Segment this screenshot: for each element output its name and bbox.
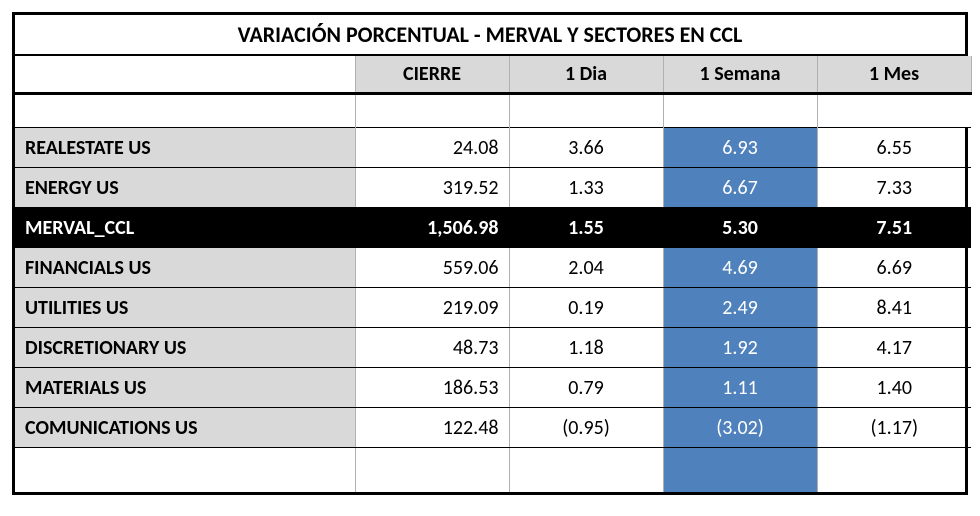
row-label: FINANCIALS US <box>15 248 355 288</box>
table-row: COMUNICATIONS US122.48(0.95)(3.02)(1.17) <box>15 408 971 448</box>
trailing-cell <box>509 448 663 492</box>
trailing-cell <box>663 448 817 492</box>
cell-1semana: (3.02) <box>663 408 817 448</box>
cell-1semana: 5.30 <box>663 208 817 248</box>
cell-cierre: 219.09 <box>355 288 509 328</box>
row-label: MATERIALS US <box>15 368 355 408</box>
header-1mes: 1 Mes <box>817 56 971 94</box>
cell-1dia: (0.95) <box>509 408 663 448</box>
cell-1dia: 2.04 <box>509 248 663 288</box>
header-empty <box>15 56 355 94</box>
table-row: FINANCIALS US559.062.044.696.69 <box>15 248 971 288</box>
spacer-row <box>15 94 971 128</box>
cell-1dia: 1.55 <box>509 208 663 248</box>
row-label: MERVAL_CCL <box>15 208 355 248</box>
cell-1mes: 1.40 <box>817 368 971 408</box>
merval-sectors-table: VARIACIÓN PORCENTUAL - MERVAL Y SECTORES… <box>12 12 968 495</box>
trailing-cell <box>355 448 509 492</box>
trailing-cell <box>15 448 355 492</box>
header-cierre: CIERRE <box>355 56 509 94</box>
cell-1mes: (1.17) <box>817 408 971 448</box>
table-row: UTILITIES US219.090.192.498.41 <box>15 288 971 328</box>
cell-1mes: 7.33 <box>817 168 971 208</box>
table-row: DISCRETIONARY US48.731.181.924.17 <box>15 328 971 368</box>
cell-1mes: 7.51 <box>817 208 971 248</box>
cell-cierre: 559.06 <box>355 248 509 288</box>
header-1dia: 1 Dia <box>509 56 663 94</box>
row-label: UTILITIES US <box>15 288 355 328</box>
cell-1dia: 1.33 <box>509 168 663 208</box>
cell-cierre: 319.52 <box>355 168 509 208</box>
cell-cierre: 48.73 <box>355 328 509 368</box>
cell-1dia: 0.19 <box>509 288 663 328</box>
cell-1dia: 3.66 <box>509 128 663 168</box>
cell-1semana: 2.49 <box>663 288 817 328</box>
row-label: REALESTATE US <box>15 128 355 168</box>
trailing-row <box>15 448 971 492</box>
cell-1mes: 4.17 <box>817 328 971 368</box>
cell-1semana: 6.67 <box>663 168 817 208</box>
cell-1semana: 1.92 <box>663 328 817 368</box>
table-row: ENERGY US319.521.336.677.33 <box>15 168 971 208</box>
cell-cierre: 122.48 <box>355 408 509 448</box>
cell-1mes: 6.69 <box>817 248 971 288</box>
row-label: ENERGY US <box>15 168 355 208</box>
table-title: VARIACIÓN PORCENTUAL - MERVAL Y SECTORES… <box>15 15 965 56</box>
header-row: CIERRE 1 Dia 1 Semana 1 Mes <box>15 56 971 94</box>
cell-1semana: 1.11 <box>663 368 817 408</box>
cell-1dia: 1.18 <box>509 328 663 368</box>
cell-1dia: 0.79 <box>509 368 663 408</box>
cell-1semana: 6.93 <box>663 128 817 168</box>
table-row: REALESTATE US24.083.666.936.55 <box>15 128 971 168</box>
table-row: MATERIALS US186.530.791.111.40 <box>15 368 971 408</box>
cell-1semana: 4.69 <box>663 248 817 288</box>
header-1semana: 1 Semana <box>663 56 817 94</box>
cell-1mes: 8.41 <box>817 288 971 328</box>
cell-cierre: 186.53 <box>355 368 509 408</box>
table-row: MERVAL_CCL1,506.981.555.307.51 <box>15 208 971 248</box>
cell-1mes: 6.55 <box>817 128 971 168</box>
row-label: DISCRETIONARY US <box>15 328 355 368</box>
row-label: COMUNICATIONS US <box>15 408 355 448</box>
cell-cierre: 24.08 <box>355 128 509 168</box>
cell-cierre: 1,506.98 <box>355 208 509 248</box>
trailing-cell <box>817 448 971 492</box>
table-body: REALESTATE US24.083.666.936.55ENERGY US3… <box>15 94 971 492</box>
data-table: CIERRE 1 Dia 1 Semana 1 Mes REALESTATE U… <box>15 56 972 492</box>
